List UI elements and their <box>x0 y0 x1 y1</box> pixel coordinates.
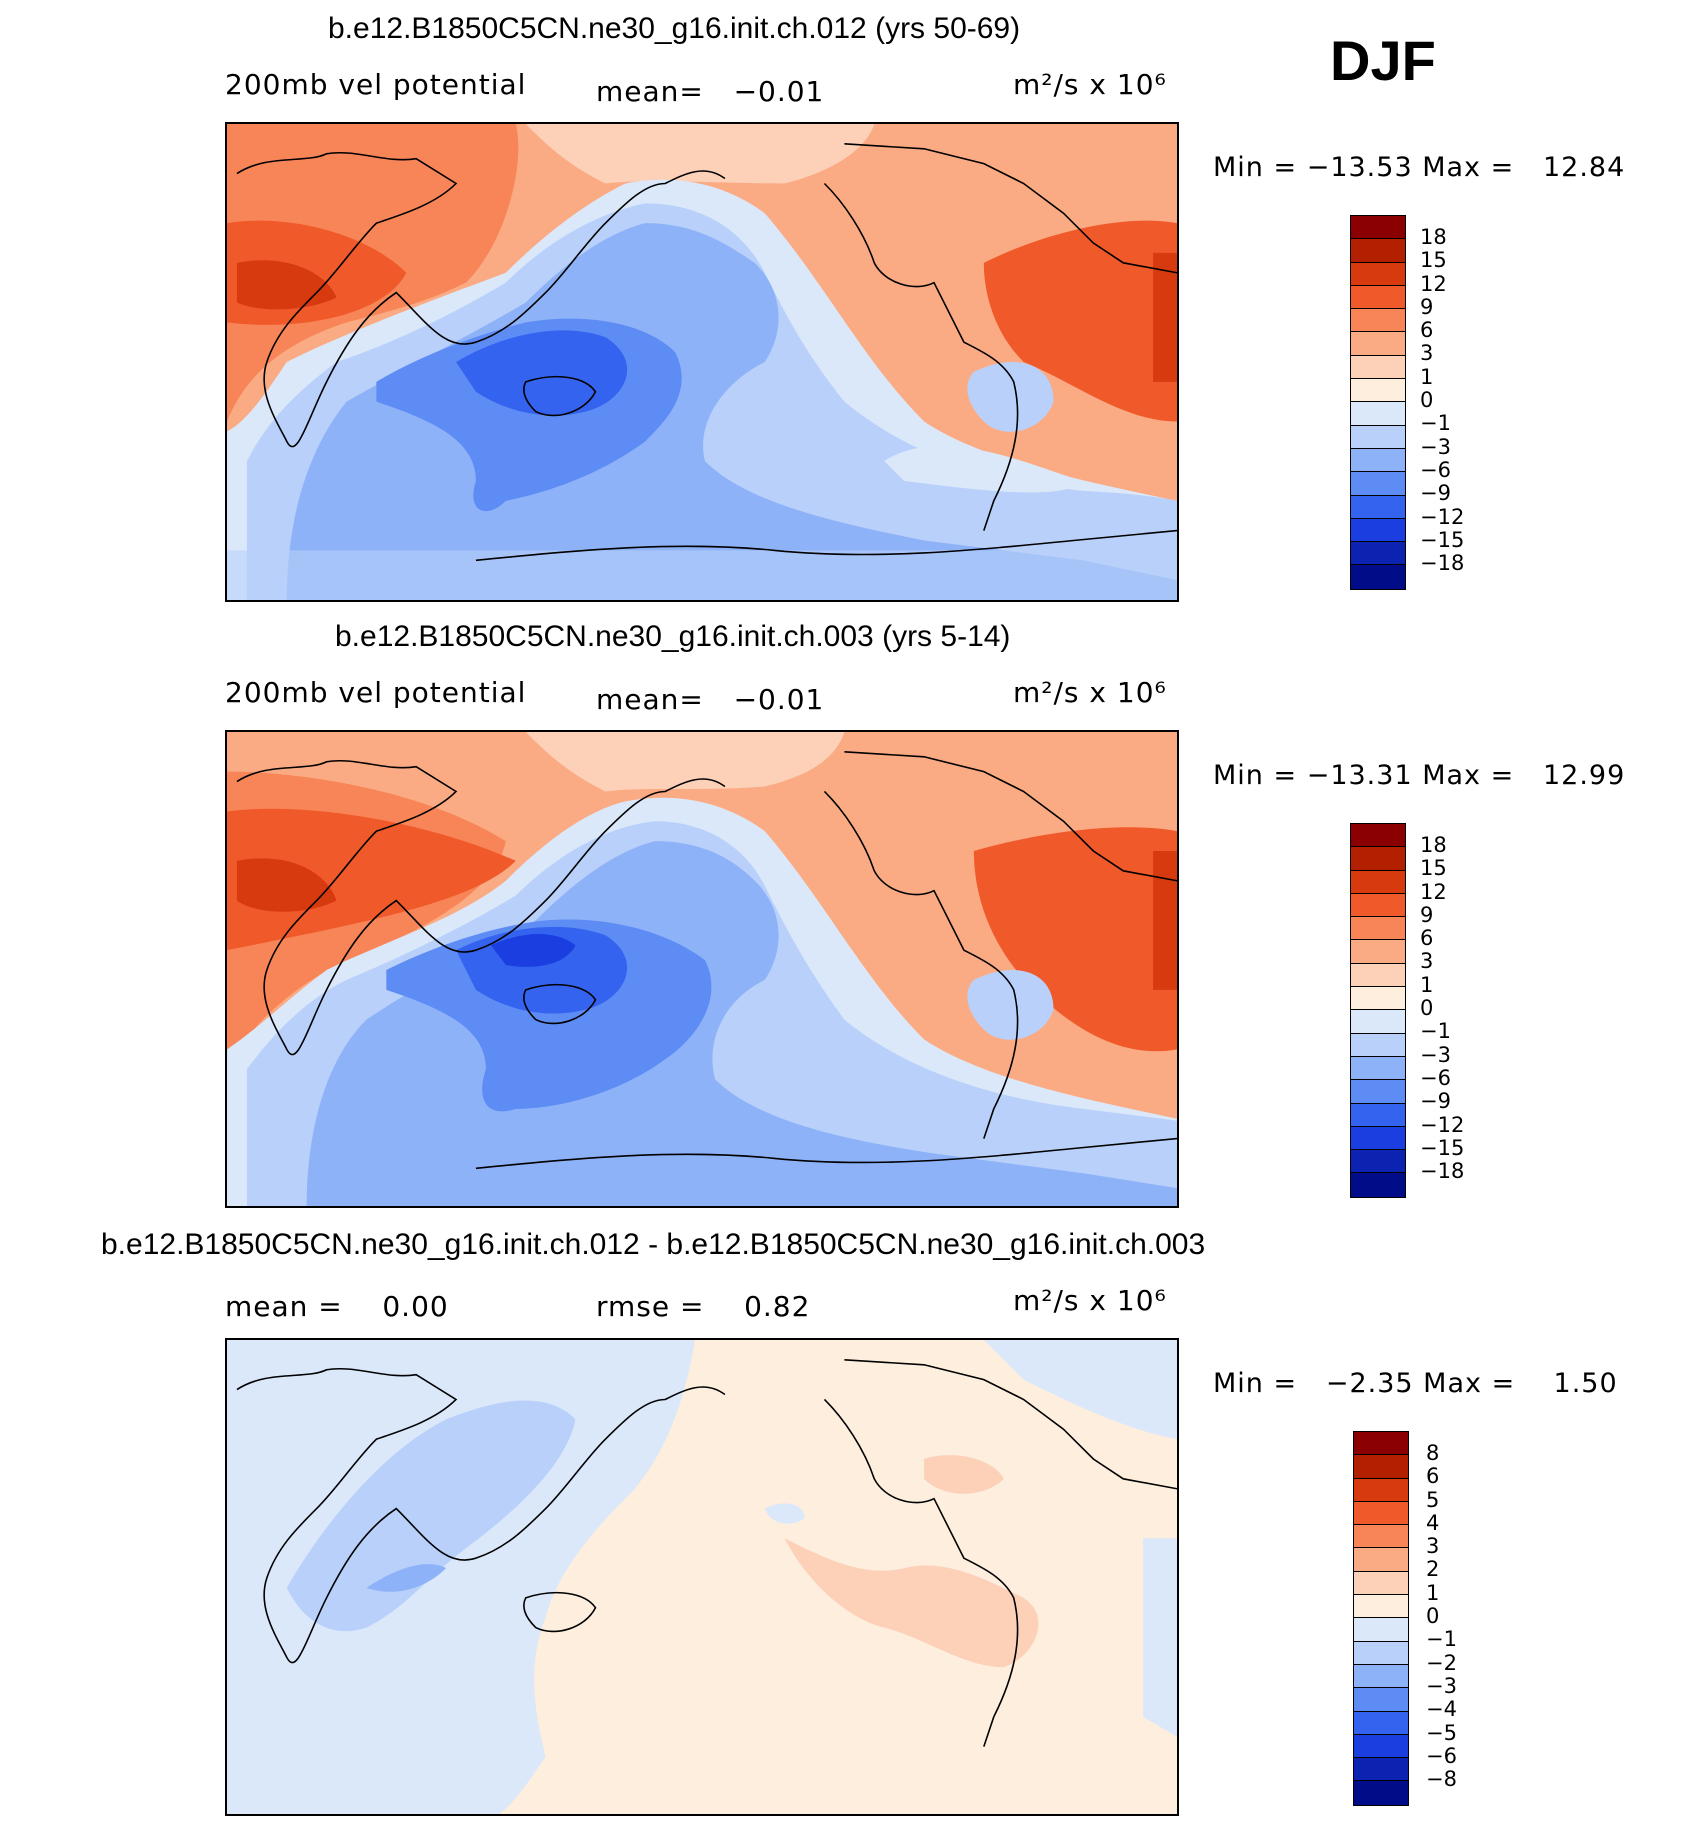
colorbar-label: 2 <box>1426 1557 1440 1582</box>
colorbar-label: 0 <box>1420 388 1434 413</box>
colorbar-label: −3 <box>1426 1673 1457 1698</box>
colorbar-label: 3 <box>1426 1534 1440 1559</box>
colorbar-label: −3 <box>1420 434 1451 459</box>
colorbar-label: 9 <box>1420 902 1434 927</box>
panel-3-coastlines <box>236 1359 1177 1747</box>
colorbar-label: 18 <box>1420 225 1447 249</box>
panel-1-colorbar-labels: 18 15 12 9 6 3 1 0 −1 −3 −6 −9 −12 −15 −… <box>1420 225 1465 576</box>
panel-2-map <box>225 730 1179 1208</box>
colorbar-label: −15 <box>1420 1135 1465 1160</box>
colorbar-label: −15 <box>1420 527 1465 552</box>
colorbar-label: 15 <box>1420 248 1447 273</box>
colorbar-label: 1 <box>1420 364 1434 389</box>
colorbar-label: −6 <box>1420 1065 1451 1090</box>
panel-3-mean-label: mean = 0.00 <box>225 1290 449 1323</box>
panel-2-minmax: Min = −13.31 Max = 12.99 <box>1213 760 1626 791</box>
colorbar-label: 15 <box>1420 856 1447 881</box>
colorbar-label: −8 <box>1426 1767 1457 1792</box>
colorbar-label: −9 <box>1420 481 1451 506</box>
panel-2-colorbar <box>1350 823 1406 1198</box>
colorbar-label: −18 <box>1420 551 1465 576</box>
panel-1-map <box>225 122 1179 602</box>
panel-3-title: b.e12.B1850C5CN.ne30_g16.init.ch.012 - b… <box>101 1228 1206 1261</box>
panel-2-units: m²/s x 10⁶ <box>1013 676 1167 709</box>
colorbar-label: 5 <box>1426 1487 1440 1512</box>
colorbar-label: −1 <box>1420 411 1451 436</box>
panel-1-mean-label: mean= −0.01 <box>596 75 825 108</box>
colorbar-label: −9 <box>1420 1089 1451 1114</box>
colorbar-label: 6 <box>1426 1464 1440 1489</box>
panel-1-contour-field <box>227 124 1177 600</box>
panel-2-colorbar-labels: 18 15 12 9 6 3 1 0 −1 −3 −6 −9 −12 −15 −… <box>1420 833 1465 1184</box>
panel-2-contour-field <box>227 732 1177 1206</box>
colorbar-label: 0 <box>1426 1604 1440 1629</box>
panel-2-title: b.e12.B1850C5CN.ne30_g16.init.ch.003 (yr… <box>335 620 1011 653</box>
colorbar-label: −1 <box>1420 1019 1451 1044</box>
colorbar-label: 3 <box>1420 341 1434 366</box>
colorbar-label: 4 <box>1426 1510 1440 1535</box>
colorbar-label: 3 <box>1420 949 1434 974</box>
colorbar-label: −1 <box>1426 1627 1457 1652</box>
colorbar-label: 0 <box>1420 996 1434 1021</box>
colorbar-label: 12 <box>1420 879 1447 904</box>
colorbar-label: 1 <box>1426 1580 1440 1605</box>
colorbar-label: −4 <box>1426 1697 1457 1722</box>
colorbar-label: 1 <box>1420 972 1434 997</box>
colorbar-label: 12 <box>1420 271 1447 296</box>
panel-3-minmax: Min = −2.35 Max = 1.50 <box>1213 1368 1618 1399</box>
panel-1-coastlines <box>236 143 1177 562</box>
panel-1-variable-label: 200mb vel potential <box>225 68 527 101</box>
colorbar-label: −3 <box>1420 1042 1451 1067</box>
panel-3-rmse-label: rmse = 0.82 <box>596 1290 811 1323</box>
panel-3-units: m²/s x 10⁶ <box>1013 1284 1167 1317</box>
panel-2-coastlines <box>236 751 1177 1170</box>
colorbar-label: −6 <box>1426 1743 1457 1768</box>
colorbar-label: −12 <box>1420 504 1465 529</box>
colorbar-label: −18 <box>1420 1159 1465 1184</box>
colorbar-label: −12 <box>1420 1112 1465 1137</box>
panel-2-variable-label: 200mb vel potential <box>225 676 527 709</box>
colorbar-label: 6 <box>1420 318 1434 343</box>
panel-1-colorbar <box>1350 215 1406 590</box>
colorbar-label: 8 <box>1426 1441 1440 1465</box>
season-label: DJF <box>1330 29 1436 92</box>
panel-1-minmax: Min = −13.53 Max = 12.84 <box>1213 152 1626 183</box>
panel-1-units: m²/s x 10⁶ <box>1013 68 1167 101</box>
colorbar-label: −6 <box>1420 457 1451 482</box>
panel-3-map <box>225 1338 1179 1816</box>
colorbar-label: 9 <box>1420 294 1434 319</box>
colorbar-label: −5 <box>1426 1720 1457 1745</box>
colorbar-label: 18 <box>1420 833 1447 857</box>
panel-3-contour-field <box>227 1340 1177 1814</box>
panel-3-colorbar <box>1353 1431 1409 1806</box>
panel-3-colorbar-labels: 8 6 5 4 3 2 1 0 −1 −2 −3 −4 −5 −6 −8 <box>1426 1441 1457 1792</box>
colorbar-label: −2 <box>1426 1650 1457 1675</box>
panel-2-mean-label: mean= −0.01 <box>596 683 825 716</box>
colorbar-label: 6 <box>1420 926 1434 951</box>
panel-1-title: b.e12.B1850C5CN.ne30_g16.init.ch.012 (yr… <box>328 12 1021 45</box>
